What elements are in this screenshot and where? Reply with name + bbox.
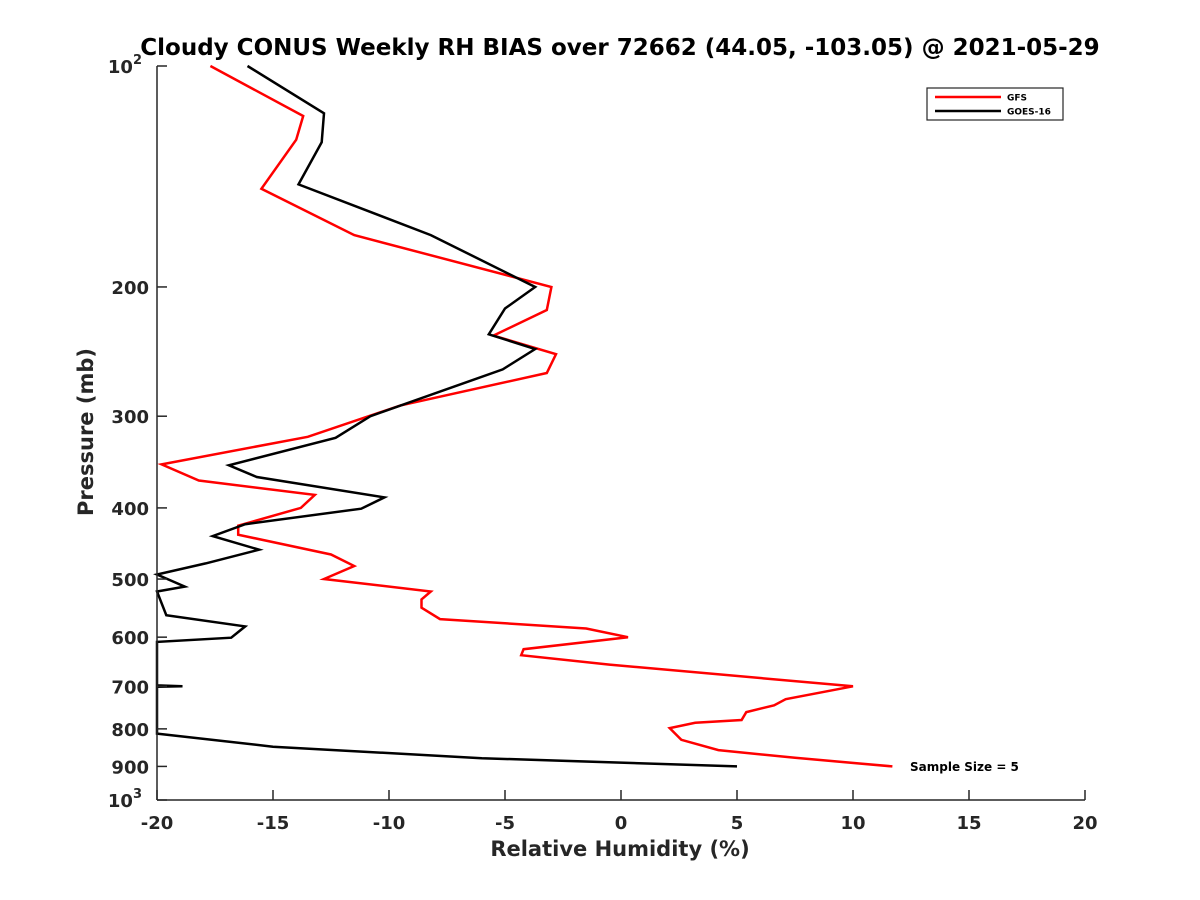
- chart-title: Cloudy CONUS Weekly RH BIAS over 72662 (…: [140, 35, 1099, 61]
- y-tick-label: 300: [111, 407, 149, 428]
- y-tick-label: 900: [111, 757, 149, 778]
- y-tick-label: 103: [108, 787, 142, 812]
- series-layer: [153, 64, 893, 768]
- y-tick-label: 400: [111, 499, 149, 520]
- x-axis-label: Relative Humidity (%): [490, 837, 749, 861]
- axes-layer: -20 -15 -10 -5 0 5 10 15 20 102 200 300 400 500 600 700…: [108, 53, 1098, 834]
- y-tick-label: 800: [111, 720, 149, 741]
- y-tick-label: 200: [111, 278, 149, 299]
- series-line-goes-16: [153, 64, 738, 768]
- x-tick-label: 15: [956, 813, 981, 834]
- y-tick-label: 500: [111, 570, 149, 591]
- x-tick-label: -5: [495, 813, 515, 834]
- x-tick-label: -10: [373, 813, 406, 834]
- sample-size-annotation: Sample Size = 5: [910, 760, 1019, 774]
- legend-box: [926, 87, 1064, 121]
- y-tick-label: 102: [108, 53, 142, 78]
- x-tick-label: 20: [1072, 813, 1097, 834]
- x-tick-label: -15: [257, 813, 290, 834]
- series-line-gfs: [157, 64, 893, 768]
- x-tick-label: -20: [141, 813, 174, 834]
- x-tick-label: 10: [840, 813, 865, 834]
- y-tick-label: 700: [111, 677, 149, 698]
- x-tick-label: 5: [731, 813, 744, 834]
- legend-label-gfs: GFS: [1007, 94, 1027, 104]
- legend: GFS GOES-16: [926, 87, 1064, 121]
- y-tick-label: 600: [111, 628, 149, 649]
- x-tick-label: 0: [615, 813, 628, 834]
- y-axis-label: Pressure (mb): [74, 348, 98, 516]
- legend-label-goes-16: GOES-16: [1007, 108, 1051, 118]
